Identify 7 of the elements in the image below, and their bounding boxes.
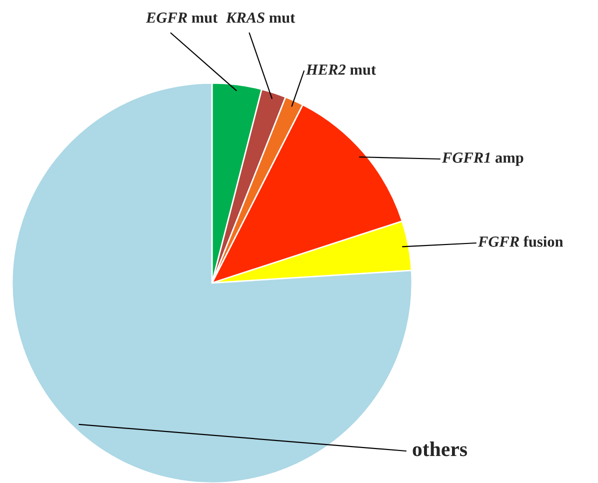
slice-label: KRAS mut [226, 12, 296, 23]
slice-label: FGFR fusion [478, 236, 564, 247]
slice-label: HER2 mut [306, 64, 376, 75]
pie-slice [11, 82, 413, 483]
slice-label: others [412, 442, 468, 456]
slice-label: EGFR mut [146, 12, 218, 23]
slice-label: FGFR1 amp [442, 152, 524, 166]
